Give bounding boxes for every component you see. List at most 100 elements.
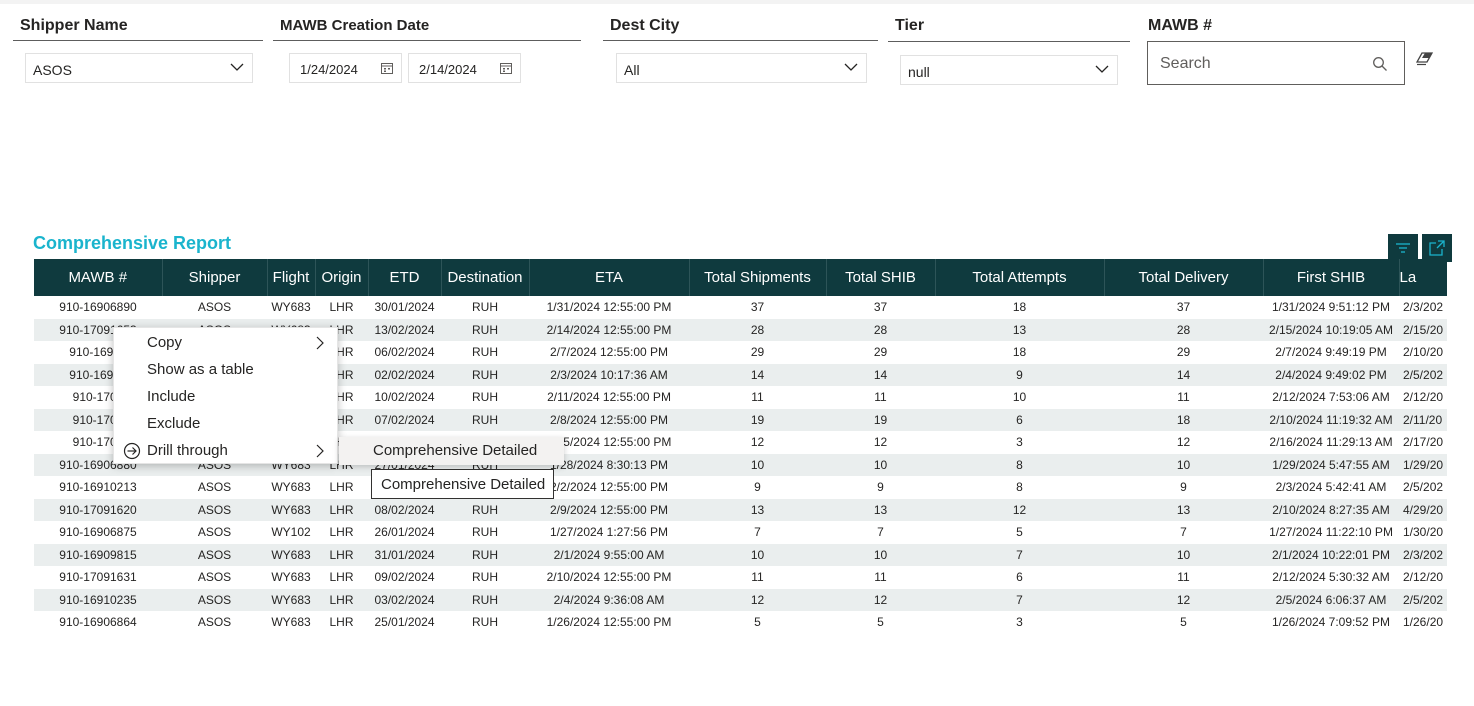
calendar-icon[interactable] [500,62,512,74]
clear-selections-eraser-icon[interactable] [1416,52,1434,66]
table-row[interactable]: 910-16909815 ASOS WY683 LHR 31/01/2024 RUH 2/1… [34,543,1447,566]
context-menu-item-label: Show as a table [147,361,254,378]
table-cell: RUH [441,363,529,386]
context-menu-item-include[interactable]: Include [114,384,337,410]
table-cell: 2/10/2024 8:27:35 AM [1263,498,1399,521]
column-header[interactable]: Total Delivery [1104,259,1264,296]
table-cell: WY683 [267,588,315,611]
table-cell: LHR [315,296,368,319]
tier-dropdown[interactable]: null [900,55,1118,85]
table-cell: 2/3/2024 10:17:36 AM [529,363,689,386]
context-menu-item-label: Include [147,388,196,405]
search-icon[interactable] [1372,56,1388,72]
column-header[interactable]: Flight [267,259,316,296]
column-header[interactable]: La [1399,259,1447,296]
table-cell: WY683 [267,611,315,634]
column-header[interactable]: Total Shipments [689,259,827,296]
table-cell: 10/02/2024 [368,386,441,409]
table-row[interactable]: 910-17091631 ASOS WY683 LHR 09/02/2024 RUH 2/1… [34,566,1447,589]
table-cell: 11 [1104,566,1263,589]
table-cell: RUH [441,318,529,341]
table-cell: 2/1/2024 10:22:01 PM [1263,543,1399,566]
table-cell: 1/29/20 [1399,453,1447,476]
context-menu-item-exclude[interactable]: Exclude [114,411,337,437]
table-cell: 1/30/20 [1399,521,1447,544]
table-row[interactable]: 910-16906890 ASOS WY683 LHR 30/01/2024 RUH 1/3… [34,296,1447,319]
focus-mode-button[interactable] [1422,234,1452,262]
table-cell: 37 [689,296,826,319]
context-menu-item-copy[interactable]: Copy [114,330,337,356]
table-cell: 19 [689,408,826,431]
table-cell: WY683 [267,498,315,521]
table-cell: 08/02/2024 [368,498,441,521]
context-menu-item-drill-through[interactable]: Drill through [114,438,337,464]
table-cell: 2/12/20 [1399,386,1447,409]
context-menu-item-show-as-table[interactable]: Show as a table [114,357,337,383]
submenu-item-label: Comprehensive Detailed [373,442,538,459]
chevron-right-icon [316,336,324,350]
table-cell: ASOS [162,498,267,521]
column-header[interactable]: Origin [315,259,369,296]
table-cell: 2/4/2024 9:49:02 PM [1263,363,1399,386]
table-cell: 7 [1104,521,1263,544]
table-row[interactable]: 910-17091653ASOSWY683LHR13/02/2024RUH2/1… [34,318,1447,341]
table-cell: WY683 [267,566,315,589]
table-row[interactable]: 910-16906875 ASOS WY102 LHR 26/01/2024 RUH 1/2… [34,521,1447,544]
table-row[interactable]: 910-16906864 ASOS WY683 LHR 25/01/2024 RUH 1/2… [34,611,1447,634]
table-cell: 9 [1104,476,1263,499]
table-row[interactable]: 910-16910235 ASOS WY683 LHR 03/02/2024 RUH 2/4… [34,588,1447,611]
table-cell: 2/15/2024 12:55:00 PM [529,431,689,454]
table-cell: 2/2/2024 12:55:00 PM [529,476,689,499]
table-cell: 09/02/2024 [368,566,441,589]
chevron-right-icon [316,444,324,458]
column-header[interactable]: Destination [441,259,530,296]
table-cell: 06/02/2024 [368,341,441,364]
table-cell: 910-16906890 [34,296,162,319]
table-cell: 37 [1104,296,1263,319]
dest-city-slicer-rule [603,40,878,41]
table-cell: 5 [689,611,826,634]
table-cell: 1/31/2024 9:51:12 PM [1263,296,1399,319]
table-cell: RUH [441,386,529,409]
end-date-field[interactable]: 2/14/2024 [408,53,521,83]
tooltip-text: Comprehensive Detailed [381,476,546,493]
table-cell: 2/8/2024 12:55:00 PM [529,408,689,431]
table-cell: 1/31/2024 12:55:00 PM [529,296,689,319]
table-cell: 1/26/2024 7:09:52 PM [1263,611,1399,634]
column-header[interactable]: ETD [368,259,442,296]
table-cell: 8 [935,476,1104,499]
table-cell: 2/3/202 [1399,296,1447,319]
column-header[interactable]: Shipper [162,259,268,296]
table-cell: 10 [689,453,826,476]
table-cell: LHR [315,543,368,566]
table-cell: 29 [1104,341,1263,364]
table-cell: 6 [935,566,1104,589]
table-row[interactable]: 910-17091620 ASOS WY683 LHR 08/02/2024 RUH 2/9… [34,498,1447,521]
column-header[interactable]: Total Attempts [935,259,1105,296]
table-cell: 37 [826,296,935,319]
shipper-dropdown[interactable]: ASOS [25,53,253,83]
column-header[interactable]: Total SHIB [826,259,936,296]
table-cell: 31/01/2024 [368,543,441,566]
column-header[interactable]: ETA [529,259,690,296]
calendar-icon[interactable] [381,62,393,74]
table-cell: 9 [935,363,1104,386]
mawb-search-box[interactable] [1147,41,1405,85]
table-cell: LHR [315,566,368,589]
filter-visual-button[interactable] [1388,234,1418,262]
start-date-field[interactable]: 1/24/2024 [289,53,402,83]
table-cell: 11 [689,566,826,589]
end-date-value: 2/14/2024 [419,62,477,77]
column-header[interactable]: MAWB # [34,259,163,296]
dest-city-dropdown[interactable]: All [616,53,867,83]
table-row[interactable]: 910-16910213ASOSWY683LHR01/02/2024RUH2/2… [34,476,1447,499]
column-header[interactable]: First SHIB [1263,259,1400,296]
table-cell: 1/27/2024 11:22:10 PM [1263,521,1399,544]
table-cell: 26/01/2024 [368,521,441,544]
shipper-dropdown-value: ASOS [33,62,72,78]
table-cell: RUH [441,521,529,544]
drill-through-submenu-item[interactable]: Comprehensive Detailed [339,437,564,465]
table-cell: 12 [689,588,826,611]
filter-lines-icon [1396,243,1410,253]
mawb-search-input[interactable] [1158,52,1362,76]
